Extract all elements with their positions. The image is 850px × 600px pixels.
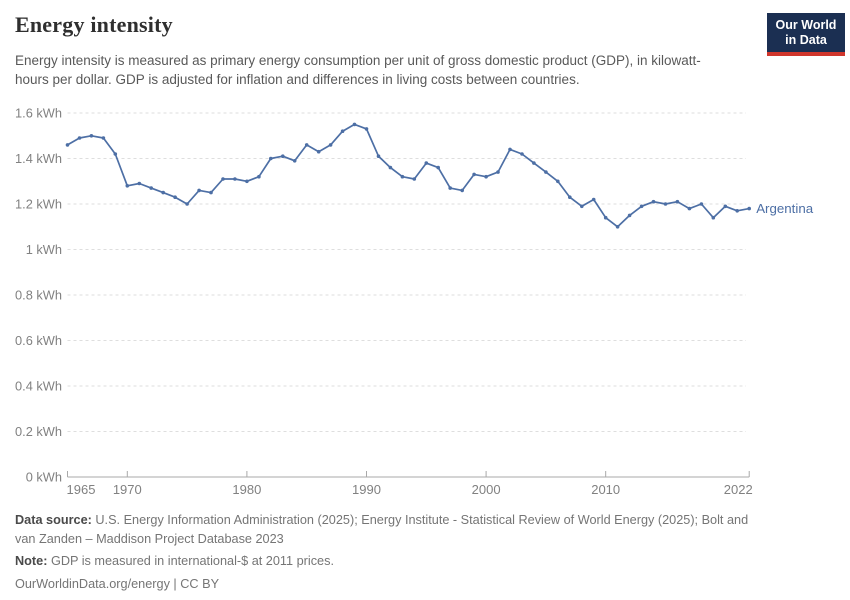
note-line: Note: GDP is measured in international-$… — [15, 552, 760, 571]
data-point — [221, 177, 225, 181]
data-point — [675, 199, 680, 204]
x-axis-tick-label: 1965 — [67, 482, 96, 497]
data-point — [269, 156, 273, 161]
data-point — [556, 179, 560, 184]
data-point — [328, 143, 333, 147]
license-line: OurWorldinData.org/energy | CC BY — [15, 576, 220, 591]
owid-logo-text-line2: in Data — [785, 32, 827, 47]
y-axis-tick-label: 0.8 kWh — [15, 288, 62, 303]
data-point — [149, 186, 153, 190]
data-point — [603, 215, 608, 220]
x-axis-tick-label: 1990 — [352, 482, 381, 497]
x-axis-tick-label: 1980 — [232, 482, 261, 497]
data-point — [101, 136, 106, 140]
data-point — [687, 206, 692, 211]
x-axis-tick-label: 2000 — [472, 482, 501, 497]
series-line-argentina — [66, 123, 751, 228]
data-point — [173, 195, 177, 199]
data-point — [615, 225, 620, 229]
data-point — [340, 129, 345, 133]
data-point — [137, 181, 142, 186]
y-axis-tick-label: 0.2 kWh — [15, 424, 62, 439]
data-point — [364, 127, 369, 131]
page-title: Energy intensity — [15, 12, 173, 37]
owid-logo: Our World in Data — [767, 13, 845, 56]
x-axis-tick-label: 2022 — [724, 482, 753, 497]
data-point — [735, 209, 739, 213]
data-point — [568, 195, 572, 199]
series-label-argentina: Argentina — [756, 201, 814, 216]
data-point — [316, 149, 321, 154]
data-point — [376, 154, 381, 158]
data-point — [723, 204, 728, 209]
data-point — [388, 165, 393, 170]
data-point — [245, 179, 249, 184]
x-axis-tick-label: 2010 — [591, 482, 620, 497]
data-point — [747, 206, 751, 211]
data-point — [699, 202, 704, 206]
data-point — [448, 186, 453, 190]
data-point — [412, 177, 417, 181]
data-point — [304, 143, 309, 147]
line-chart: 0 kWh 0.2 kWh 0.4 kWh 0.6 kWh 0.8 kWh 1 kWh 1.… — [15, 106, 814, 498]
chart-footer: Data source: U.S. Energy Information Adm… — [15, 511, 760, 597]
data-point — [233, 177, 237, 181]
y-axis-tick-label: 1.6 kWh — [15, 106, 62, 121]
data-source-label: Data source: — [15, 513, 92, 527]
data-point — [711, 215, 716, 220]
data-point — [197, 188, 201, 193]
data-point — [77, 136, 82, 140]
data-point — [484, 174, 488, 179]
owid-logo-text-line1: Our World — [775, 18, 837, 32]
data-source-line: Data source: U.S. Energy Information Adm… — [15, 511, 760, 548]
data-point — [520, 152, 524, 156]
data-point — [281, 154, 285, 158]
data-point — [257, 174, 261, 179]
x-axis-tick-label: 1970 — [113, 482, 142, 497]
data-point — [125, 184, 130, 188]
data-point — [472, 172, 476, 177]
data-point — [544, 170, 548, 174]
data-point — [663, 202, 668, 206]
y-axis-tick-label: 1 kWh — [26, 242, 62, 257]
data-point — [591, 197, 596, 202]
data-source-text: U.S. Energy Information Administration (… — [15, 513, 749, 546]
data-point — [532, 161, 536, 165]
y-axis-tick-label: 0.4 kWh — [15, 379, 62, 394]
data-point — [651, 199, 656, 204]
data-point — [292, 159, 297, 163]
data-point — [352, 122, 357, 127]
note-label: Note: — [15, 554, 48, 568]
data-point — [580, 204, 584, 209]
data-point — [627, 213, 632, 218]
data-point — [209, 190, 213, 195]
data-point — [400, 174, 405, 179]
data-point — [161, 190, 165, 195]
data-point — [89, 134, 94, 138]
note-text: GDP is measured in international-$ at 20… — [47, 554, 334, 568]
y-axis-tick-label: 1.2 kWh — [15, 197, 62, 212]
data-point — [65, 143, 70, 147]
y-axis-tick-label: 0 kWh — [26, 470, 62, 485]
chart-subtitle: Energy intensity is measured as primary … — [15, 53, 701, 88]
y-axis-tick-label: 0.6 kWh — [15, 333, 62, 348]
data-point — [424, 161, 429, 165]
data-point — [113, 152, 118, 156]
y-axis-tick-label: 1.4 kWh — [15, 151, 62, 166]
data-point — [639, 204, 644, 209]
data-point — [496, 170, 500, 174]
data-point — [185, 202, 189, 206]
data-point — [436, 165, 441, 170]
data-point — [508, 147, 512, 152]
data-point — [460, 188, 465, 193]
